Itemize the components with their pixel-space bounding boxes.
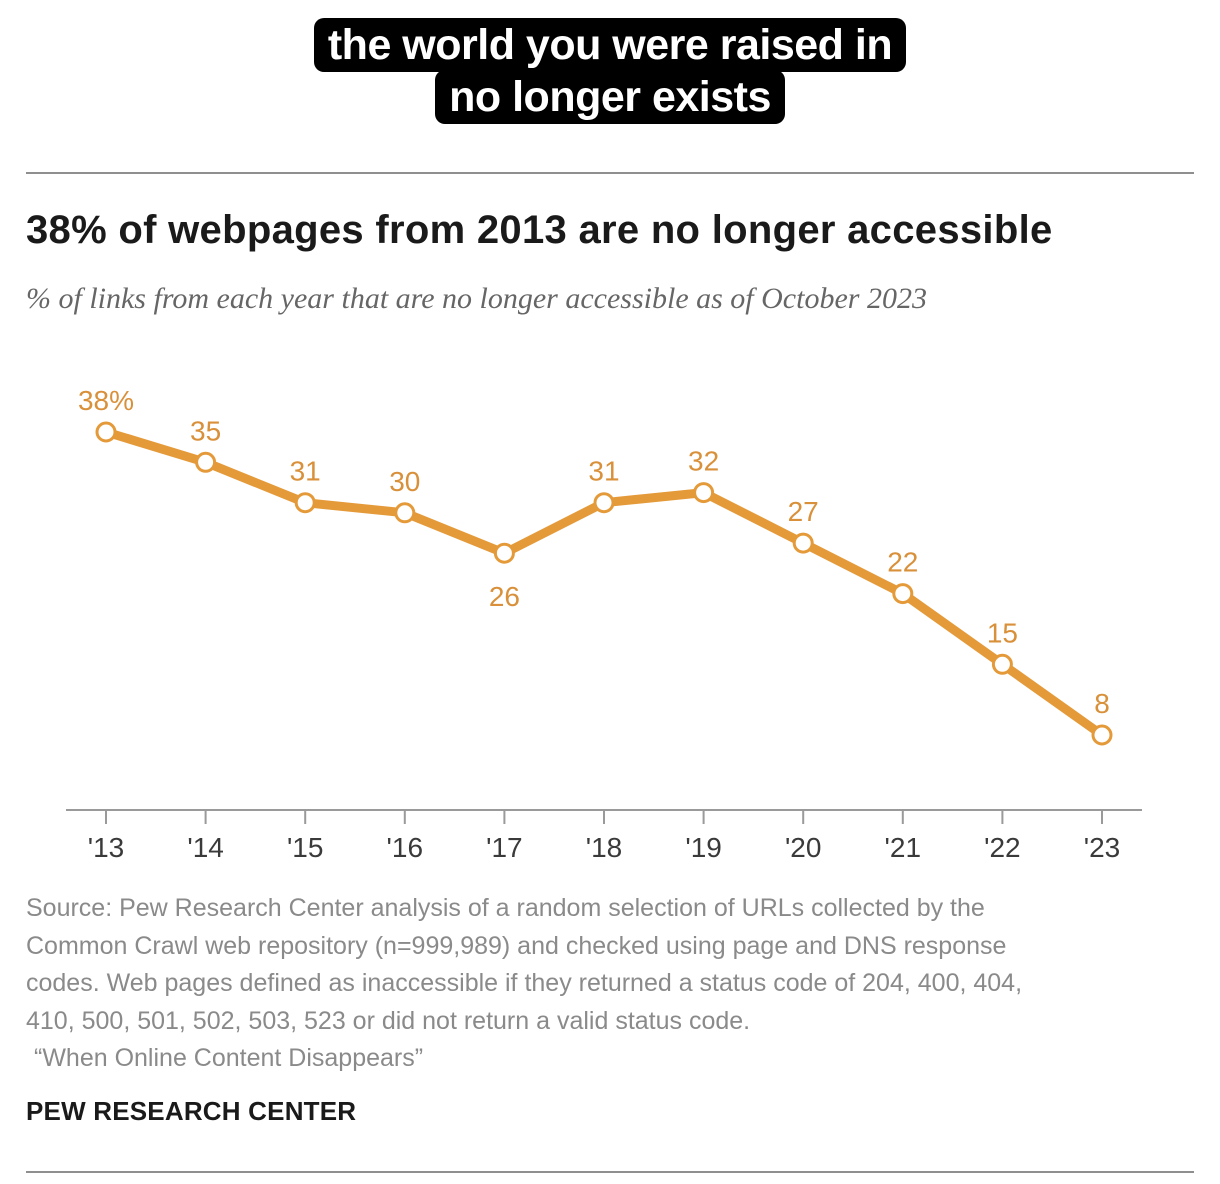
x-tick-label: '13 (88, 832, 125, 863)
data-point (294, 492, 316, 514)
source-line: 410, 500, 501, 502, 503, 523 or did not … (26, 1006, 751, 1035)
data-label: 15 (987, 617, 1018, 648)
data-label: 32 (688, 446, 719, 477)
source-line: Common Crawl web repository (n=999,989) … (26, 931, 1007, 960)
caption-line-2: no longer exists (435, 70, 785, 124)
overlay-caption: the world you were raised in no longer e… (0, 18, 1220, 124)
x-tick-label: '14 (187, 832, 224, 863)
data-point (493, 542, 515, 564)
data-point (991, 653, 1013, 675)
x-tick-label: '19 (685, 832, 722, 863)
chart-title: 38% of webpages from 2013 are no longer … (26, 208, 1053, 252)
bottom-divider (26, 1171, 1194, 1173)
data-label: 26 (489, 581, 520, 612)
x-tick-label: '20 (785, 832, 822, 863)
report-title: “When Online Content Disappears” (34, 1044, 424, 1072)
top-divider (26, 172, 1194, 174)
data-label: 8 (1094, 688, 1110, 719)
x-tick-label: '21 (885, 832, 922, 863)
data-point (593, 492, 615, 514)
data-label: 35 (190, 415, 221, 446)
data-point (95, 421, 117, 443)
data-point (195, 451, 217, 473)
data-label: 30 (389, 466, 420, 497)
data-point (693, 482, 715, 504)
data-label: 22 (887, 547, 918, 578)
data-point (892, 583, 914, 605)
x-tick-label: '22 (984, 832, 1021, 863)
source-note: Source: Pew Research Center analysis of … (26, 890, 1196, 1078)
source-line: Source: Pew Research Center analysis of … (26, 894, 985, 922)
x-tick-label: '18 (586, 832, 623, 863)
chart-subtitle: % of links from each year that are no lo… (26, 282, 927, 315)
brand-label: PEW RESEARCH CENTER (26, 1096, 357, 1126)
x-tick-label: '23 (1084, 832, 1121, 863)
data-label: 31 (588, 456, 619, 487)
caption-line-1: the world you were raised in (313, 18, 907, 72)
source-line: codes. Web pages defined as inaccessible… (26, 969, 1023, 997)
data-point (792, 532, 814, 554)
line-chart: '13 '14 '15 '16 '17 '18 '19 '20 '21 '22 '23 38% 35 31… (66, 385, 1142, 863)
data-label: 38% (78, 385, 134, 416)
x-tick-label: '17 (486, 832, 523, 863)
data-label: 31 (290, 456, 321, 487)
x-tick-label: '16 (387, 832, 424, 863)
data-point (394, 502, 416, 524)
x-tick-label: '15 (287, 832, 324, 863)
data-label: 27 (788, 496, 819, 527)
data-point (1091, 724, 1113, 746)
